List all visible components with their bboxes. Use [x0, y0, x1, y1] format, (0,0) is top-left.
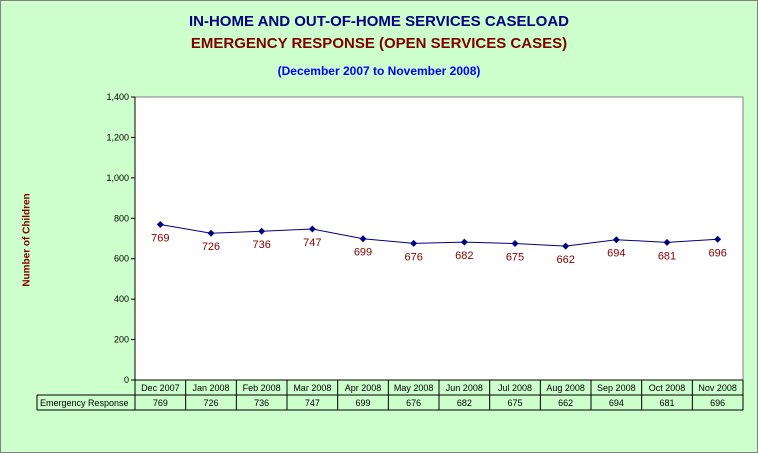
data-label: 736	[252, 239, 270, 251]
chart-subtitle: EMERGENCY RESPONSE (OPEN SERVICES CASES)	[190, 35, 568, 52]
table-value-cell: 681	[659, 398, 674, 408]
table-value-cell: 694	[609, 398, 624, 408]
table-value-cell: 726	[203, 398, 218, 408]
y-tick-label: 1,000	[106, 173, 129, 183]
data-point-marker	[612, 236, 620, 244]
table-value-cell: 769	[153, 398, 168, 408]
x-category-label: Jan 2008	[192, 383, 229, 393]
data-point-marker	[258, 227, 266, 235]
table-value-cell: 747	[305, 398, 320, 408]
x-category-label: Jul 2008	[498, 383, 532, 393]
chart-title: IN-HOME AND OUT-OF-HOME SERVICES CASELOA…	[188, 13, 570, 30]
x-category-label: May 2008	[394, 383, 434, 393]
data-label: 675	[506, 252, 524, 264]
series-line	[160, 224, 718, 247]
plot-area	[134, 96, 744, 381]
table-value-cell: 675	[507, 398, 522, 408]
table-value-cell: 736	[254, 398, 269, 408]
data-point-marker	[562, 242, 570, 250]
data-label: 694	[607, 248, 625, 260]
y-tick-label: 0	[124, 375, 129, 385]
y-tick-label: 200	[114, 335, 129, 345]
table-value-cell: 662	[558, 398, 573, 408]
x-category-label: Apr 2008	[345, 383, 382, 393]
data-label: 699	[354, 247, 372, 259]
y-tick-label: 400	[114, 294, 129, 304]
y-tick-label: 800	[114, 213, 129, 223]
data-label: 769	[151, 233, 169, 245]
data-label: 747	[303, 237, 321, 249]
data-label: 726	[202, 241, 220, 253]
x-category-label: Aug 2008	[546, 383, 585, 393]
x-category-label: Feb 2008	[243, 383, 281, 393]
data-point-marker	[308, 225, 316, 233]
data-label: 662	[556, 254, 574, 266]
data-label: 682	[455, 250, 473, 262]
x-category-label: Nov 2008	[698, 383, 737, 393]
x-category-label: Jun 2008	[446, 383, 483, 393]
data-point-marker	[460, 238, 468, 246]
data-point-marker	[359, 235, 367, 243]
data-point-marker	[511, 240, 519, 248]
data-point-marker	[714, 235, 722, 243]
table-value-cell: 699	[355, 398, 370, 408]
x-category-label: Mar 2008	[293, 383, 331, 393]
y-tick-label: 600	[114, 254, 129, 264]
data-label: 676	[404, 251, 422, 263]
table-value-cell: 696	[710, 398, 725, 408]
y-tick-label: 1,200	[106, 132, 129, 142]
data-point-marker	[207, 229, 215, 237]
table-series-name: Emergency Response	[40, 398, 129, 408]
x-category-label: Dec 2007	[141, 383, 180, 393]
x-category-label: Oct 2008	[649, 383, 686, 393]
chart-date-range: (December 2007 to November 2008)	[277, 64, 481, 78]
x-category-label: Sep 2008	[597, 383, 636, 393]
y-tick-label: 1,400	[106, 92, 129, 102]
table-value-cell: 676	[406, 398, 421, 408]
data-point-marker	[156, 221, 164, 229]
data-label: 696	[708, 247, 726, 259]
data-point-marker	[663, 238, 671, 246]
data-label: 681	[658, 250, 676, 262]
table-value-cell: 682	[457, 398, 472, 408]
data-point-marker	[410, 239, 418, 247]
